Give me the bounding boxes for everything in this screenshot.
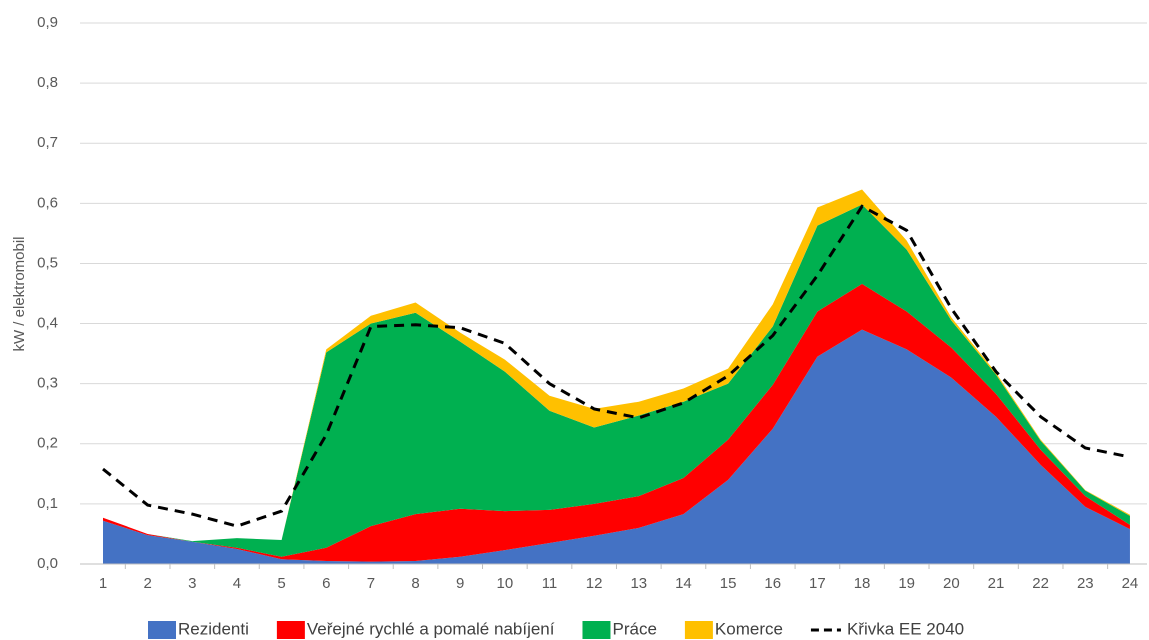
legend-label: Komerce: [715, 619, 783, 638]
legend-label: Veřejné rychlé a pomalé nabíjení: [307, 619, 555, 638]
x-tick-label: 10: [497, 575, 514, 592]
legend: Rezidenti Veřejné rychlé a pomalé nabíjen…: [148, 619, 964, 639]
x-tick-label: 11: [542, 575, 558, 592]
y-tick-label: 0,9: [37, 14, 58, 31]
legend-swatch: [684, 621, 713, 639]
x-tick-label: 15: [720, 575, 737, 592]
legend-swatch: [276, 621, 305, 639]
line: [102, 204, 1131, 528]
x-tick-label: 14: [675, 575, 692, 592]
y-tick-label: 0,6: [37, 194, 58, 211]
x-tick-label: 23: [1077, 575, 1094, 592]
x-tick-label: 13: [630, 575, 647, 592]
y-axis-label: kW / elektromobil: [11, 236, 28, 351]
x-tick-label: 18: [854, 575, 871, 592]
y-tick-label: 0,2: [37, 435, 58, 452]
x-tick-label: 17: [809, 575, 826, 592]
legend-label: Rezidenti: [178, 619, 249, 638]
y-tick-label: 0,1: [37, 495, 58, 512]
x-tick-label: 9: [456, 575, 464, 592]
legend-label: Křivka EE 2040: [847, 619, 964, 638]
x-tick-label: 5: [277, 575, 285, 592]
x-tick-label: 22: [1032, 575, 1049, 592]
x-tick-label: 21: [988, 575, 1005, 592]
legend-swatch: [148, 621, 176, 639]
y-tick-label: 0,8: [37, 74, 58, 91]
x-tick-label: 16: [764, 575, 781, 592]
y-tick-label: 0,5: [37, 254, 58, 271]
x-tick-label: 12: [586, 575, 603, 592]
area: [103, 329, 1130, 564]
y-tick-label: 0,7: [37, 134, 58, 151]
x-tick-label: 4: [233, 575, 241, 592]
area: [103, 283, 1130, 562]
x-tick-label: 19: [898, 575, 915, 592]
legend-label: Práce: [612, 619, 656, 638]
x-tick-label: 1: [99, 575, 107, 592]
x-tick-label: 24: [1122, 575, 1139, 592]
x-tick-label: 7: [367, 575, 375, 592]
area: [103, 204, 1130, 557]
x-tick-label: 6: [322, 575, 330, 592]
y-tick-label: 0,4: [37, 315, 58, 332]
y-tick-label: 0,3: [37, 375, 58, 392]
grid: [80, 22, 1147, 505]
x-tick-label: 3: [188, 575, 196, 592]
x-tick-label: 8: [411, 575, 419, 592]
x-tick-label: 2: [143, 575, 151, 592]
x-tick-label: 20: [943, 575, 960, 592]
legend-swatch: [582, 621, 611, 639]
y-tick-label: 0,0: [37, 555, 58, 572]
